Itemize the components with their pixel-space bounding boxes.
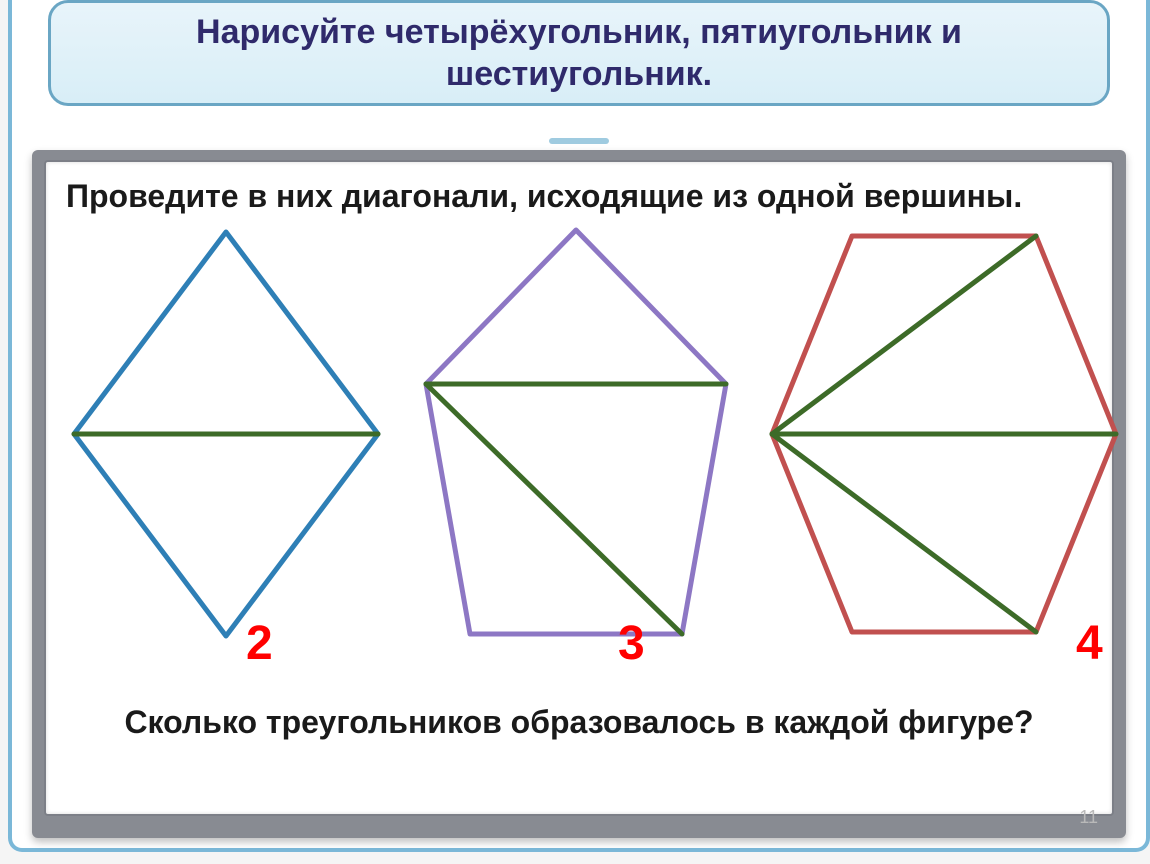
answer-quadrilateral: 2 bbox=[246, 616, 273, 671]
title-text: Нарисуйте четырёхугольник, пятиугольник … bbox=[91, 11, 1067, 96]
hexagon-svg bbox=[756, 224, 1132, 644]
question-text: Сколько треугольников образовалось в каж… bbox=[66, 704, 1092, 741]
answer-hexagon: 4 bbox=[1076, 616, 1103, 671]
shape-quadrilateral: 2 bbox=[66, 224, 386, 649]
pentagon-svg bbox=[406, 224, 746, 644]
shape-pentagon: 3 bbox=[406, 224, 746, 649]
answer-pentagon: 3 bbox=[618, 616, 645, 671]
page-number: 11 bbox=[1079, 807, 1098, 828]
accent-dash bbox=[549, 138, 609, 144]
board-inner: Проведите в них диагонали, исходящие из … bbox=[44, 160, 1114, 816]
title-bar: Нарисуйте четырёхугольник, пятиугольник … bbox=[48, 0, 1110, 106]
shape-hexagon: 4 bbox=[756, 224, 1132, 649]
slide-frame: Нарисуйте четырёхугольник, пятиугольник … bbox=[8, 0, 1150, 852]
shapes-row: 2 3 4 bbox=[66, 224, 1092, 704]
board-outer: Проведите в них диагонали, исходящие из … bbox=[32, 150, 1126, 838]
quadrilateral-svg bbox=[66, 224, 386, 644]
instruction-text: Проведите в них диагонали, исходящие из … bbox=[66, 176, 1092, 218]
